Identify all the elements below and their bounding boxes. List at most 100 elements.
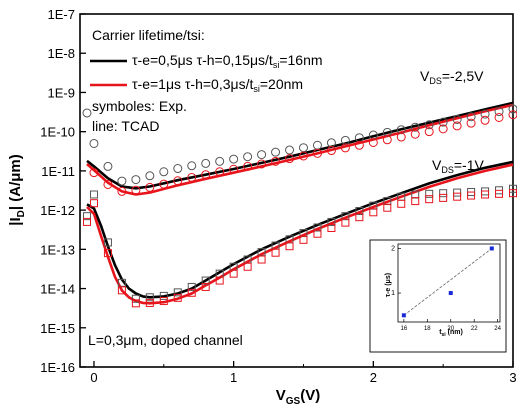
data-point-circle <box>201 170 211 180</box>
series-line <box>86 163 514 305</box>
main-x-axis-title: VGS(V) <box>276 387 320 407</box>
data-point-circle <box>257 150 267 160</box>
data-point-square <box>439 189 448 198</box>
data-point-square <box>187 288 196 297</box>
inset-x-tick-label: 24 <box>494 326 501 332</box>
vds-high-post: =-2,5V <box>442 68 484 84</box>
data-point-square <box>299 235 308 244</box>
data-point-circle <box>298 151 308 161</box>
data-point-square <box>117 278 126 287</box>
data-point-circle <box>187 161 197 171</box>
legend-entry-black-post: =16nm <box>279 52 322 68</box>
legend: Carrier lifetime/tsi: τ-e=0,5μs τ-h=0,15… <box>90 27 323 134</box>
vds-low-pre: V <box>432 157 442 173</box>
data-point-circle <box>312 140 322 150</box>
vds-low-post: =-1V <box>454 157 485 173</box>
inset-plot-area <box>401 246 494 318</box>
data-point-circle <box>117 186 127 196</box>
data-point-square <box>159 291 168 300</box>
data-point-square <box>453 192 462 201</box>
data-point-circle <box>173 164 183 174</box>
data-point-square <box>82 212 91 221</box>
y-tick-label: 1E-10 <box>40 125 75 140</box>
legend-title: Carrier lifetime/tsi: <box>92 27 205 43</box>
data-point-circle <box>494 112 504 122</box>
legend-entry-black: τ-e=0,5μs τ-h=0,15μs/tsi=16nm <box>132 52 323 70</box>
bottom-note: L=0,3μm, doped channel <box>88 332 243 348</box>
data-point-square <box>453 188 462 197</box>
y-tick-label: 1E-11 <box>41 164 75 179</box>
data-point-square <box>341 218 350 227</box>
inset-x-tick-label: 18 <box>424 326 431 332</box>
data-point-square <box>131 299 140 308</box>
data-point-square <box>439 193 448 202</box>
data-point-square <box>341 212 350 221</box>
legend-note-lines: line: TCAD <box>92 118 159 134</box>
data-point-square <box>271 248 280 257</box>
inset-x-title-post: (nm) <box>446 329 463 336</box>
data-point-circle <box>229 164 239 174</box>
data-point-square <box>187 282 196 291</box>
data-point-circle <box>508 104 517 114</box>
inset-x-tick-label: 16 <box>401 326 408 332</box>
data-point-square <box>425 189 434 198</box>
y-tick-label: 1E-13 <box>40 242 75 257</box>
data-point-square <box>215 276 224 285</box>
data-point-circle <box>466 118 476 128</box>
x-title-sub: GS <box>286 396 301 407</box>
data-point-square <box>89 199 98 208</box>
series-line <box>86 103 514 196</box>
data-point-square <box>285 242 294 251</box>
vds-low-label: VDS=-1V <box>432 157 484 175</box>
data-point-square <box>117 286 126 295</box>
data-point-square <box>145 293 154 302</box>
data-point-circle <box>494 107 504 117</box>
main-plot-frame <box>79 13 514 368</box>
data-point-circle <box>424 127 434 137</box>
main-plot-area <box>82 101 517 308</box>
data-point-circle <box>103 161 113 171</box>
data-point-circle <box>103 179 113 189</box>
y-title-post: | (A/μm) <box>7 154 24 210</box>
data-point-square <box>383 203 392 212</box>
data-point-square <box>229 269 238 278</box>
inset-x-title-pre: t <box>439 329 442 336</box>
y-tick-label: 1E-15 <box>40 321 75 336</box>
data-point-square <box>355 213 364 222</box>
vds-low-sub: DS <box>441 165 454 175</box>
data-point-square <box>173 293 182 302</box>
inset-x-title-sub: si <box>442 332 447 338</box>
data-point-circle <box>173 176 183 186</box>
inset-data-point <box>489 246 494 251</box>
y-tick-label: 1E-12 <box>40 203 75 218</box>
data-point-circle <box>131 185 141 195</box>
series-line <box>86 101 514 190</box>
data-point-circle <box>215 167 225 177</box>
data-point-circle <box>354 140 364 150</box>
data-point-circle <box>438 124 448 134</box>
series-line <box>86 160 514 299</box>
data-point-circle <box>382 127 392 137</box>
data-point-circle <box>187 172 197 182</box>
main-y-axis: 1E-7 1E-8 1E-9 1E-10 1E-11 1E-12 1E-13 1E-14 1E-… <box>40 7 86 375</box>
data-point-square <box>425 195 434 204</box>
data-point-square <box>481 190 490 199</box>
data-point-square <box>159 297 168 306</box>
data-point-square <box>103 249 112 258</box>
data-point-square <box>369 208 378 217</box>
data-point-circle <box>243 152 253 162</box>
vds-high-sub: DS <box>429 76 442 86</box>
data-point-circle <box>298 143 308 153</box>
y-tick-label: 1E-14 <box>40 282 75 297</box>
data-point-square <box>173 288 182 297</box>
x-title-main: V <box>276 387 286 404</box>
y-title-sub: D <box>16 210 27 217</box>
y-tick-label: 1E-7 <box>48 7 75 22</box>
data-point-square <box>243 262 252 271</box>
x-tick-label: 1 <box>230 370 237 385</box>
data-point-square <box>313 223 322 232</box>
data-point-circle <box>201 158 211 168</box>
inset-axes-box <box>397 243 501 323</box>
main-x-axis: 0 1 2 3 <box>90 361 517 385</box>
